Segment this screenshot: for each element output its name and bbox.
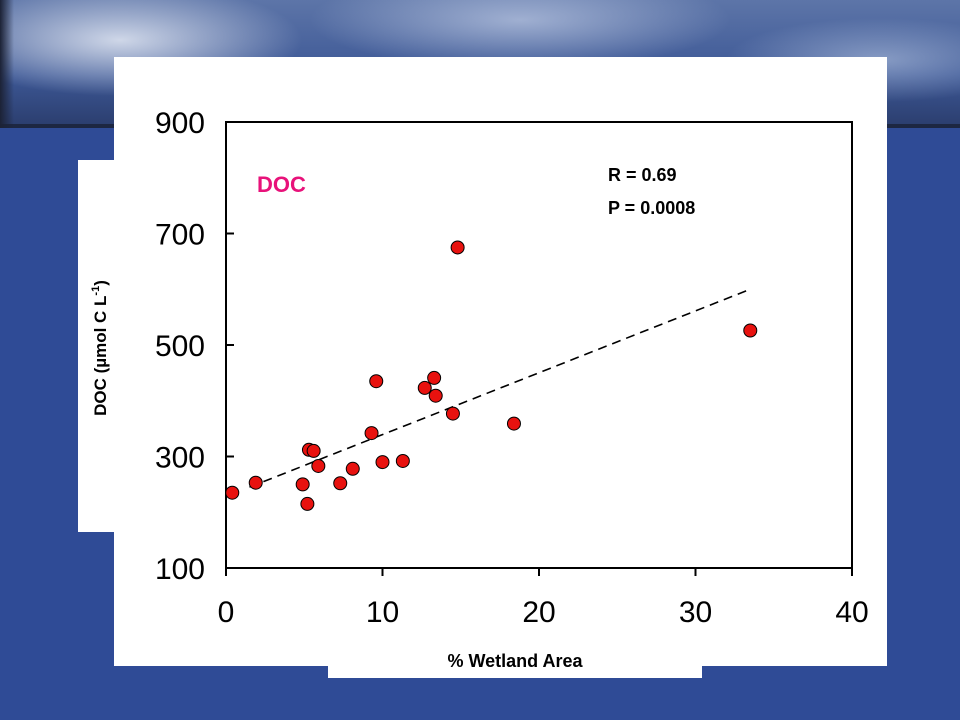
data-point xyxy=(345,461,360,476)
data-points xyxy=(225,240,758,511)
plot-frame xyxy=(225,121,853,569)
x-tick-label: 40 xyxy=(835,596,868,629)
data-point xyxy=(450,240,465,255)
data-point xyxy=(743,323,758,338)
y-tick-label: 900 xyxy=(155,107,205,140)
x-tick-label: 20 xyxy=(522,596,555,629)
stat-p-label: P = 0.0008 xyxy=(608,198,695,218)
x-tick-label: 30 xyxy=(679,596,712,629)
stat-r-label: R = 0.69 xyxy=(608,165,677,185)
x-tick-label: 10 xyxy=(366,596,399,629)
chart-title: DOC xyxy=(257,172,306,197)
data-point xyxy=(395,453,410,468)
trendline-group xyxy=(249,288,751,488)
y-tick-label: 700 xyxy=(155,219,205,252)
data-point xyxy=(248,475,263,490)
data-point xyxy=(311,458,326,473)
y-axis-label-main: DOC (µmol C L xyxy=(91,296,110,416)
chart-panel xyxy=(114,57,887,666)
y-axis-label-sup: -1 xyxy=(90,286,102,296)
data-point xyxy=(427,370,442,385)
data-point xyxy=(445,406,460,421)
tick-marks xyxy=(225,121,853,576)
data-point xyxy=(375,455,390,470)
y-axis-label-close: ) xyxy=(91,280,110,286)
data-point xyxy=(295,477,310,492)
data-point xyxy=(428,388,443,403)
y-tick-label: 100 xyxy=(155,553,205,586)
trendline xyxy=(249,288,751,488)
y-tick-label: 500 xyxy=(155,330,205,363)
data-point xyxy=(333,476,348,491)
data-point xyxy=(417,380,432,395)
data-point xyxy=(300,496,315,511)
banner-shadow xyxy=(0,0,14,128)
y-axis-label: DOC (µmol C L-1) xyxy=(90,280,110,416)
data-point xyxy=(364,426,379,441)
x-axis-label: % Wetland Area xyxy=(447,651,583,671)
y-tick-label: 300 xyxy=(155,442,205,475)
chart-axes xyxy=(225,121,853,569)
data-point xyxy=(369,374,384,389)
x-tick-label: 0 xyxy=(218,596,235,629)
data-point xyxy=(225,485,240,500)
data-point xyxy=(306,443,321,458)
data-point xyxy=(506,416,521,431)
